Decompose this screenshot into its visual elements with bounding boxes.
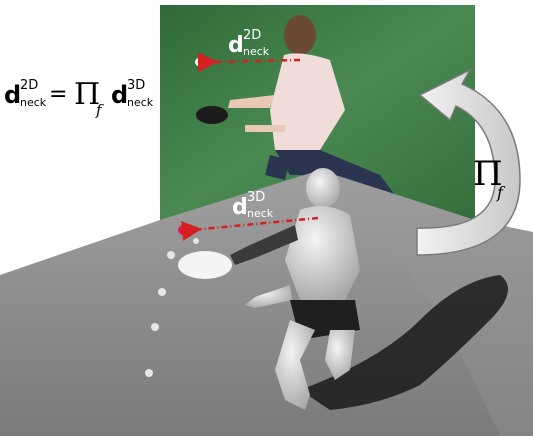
photo-label-symbol: d (228, 33, 244, 58)
photo-label: d 2D neck (228, 28, 270, 58)
equation-rhs-sub: neck (127, 96, 154, 109)
scene-label: d 3D neck (232, 190, 274, 220)
equation-equals: = (49, 82, 67, 107)
ball-3d-trail (167, 251, 175, 259)
neck-vector-2d-arrow (197, 52, 301, 73)
equation-rhs-sup: 3D (127, 78, 145, 93)
equation-lhs-sup: 2D (20, 78, 38, 93)
projection-label: Π f (473, 154, 506, 202)
paddle (196, 106, 228, 124)
neck-vector-3d-arrow (181, 216, 319, 241)
human-mesh-3d (230, 168, 360, 410)
actor-person (228, 15, 395, 195)
scene-label-sub: neck (247, 207, 274, 220)
projection-label-sub: f (496, 183, 506, 202)
scene-label-sup: 3D (247, 190, 265, 205)
equation-rhs-symbol: d (111, 81, 128, 109)
ball-2d (195, 58, 203, 66)
equation-lhs-symbol: d (4, 81, 21, 109)
projection-label-symbol: Π (473, 154, 503, 194)
photo-label-sup: 2D (243, 28, 261, 43)
ball-3d-trail (151, 323, 159, 331)
ball-3d-trail (145, 369, 153, 377)
equation-lhs-sub: neck (20, 96, 47, 109)
ball-3d-trail (158, 288, 166, 296)
equation-operator: Π (74, 77, 100, 112)
scene-label-symbol: d (232, 195, 248, 220)
body-shadow (300, 275, 508, 410)
photo-label-sub: neck (243, 45, 270, 58)
projection-arrow (416, 68, 521, 256)
paddle-3d (178, 251, 232, 279)
ball-3d-trail (193, 238, 199, 244)
equation: d 2D neck = Π f d 3D neck (4, 77, 154, 119)
equation-operator-sub: f (95, 101, 104, 119)
ball-3d-current (178, 225, 188, 235)
